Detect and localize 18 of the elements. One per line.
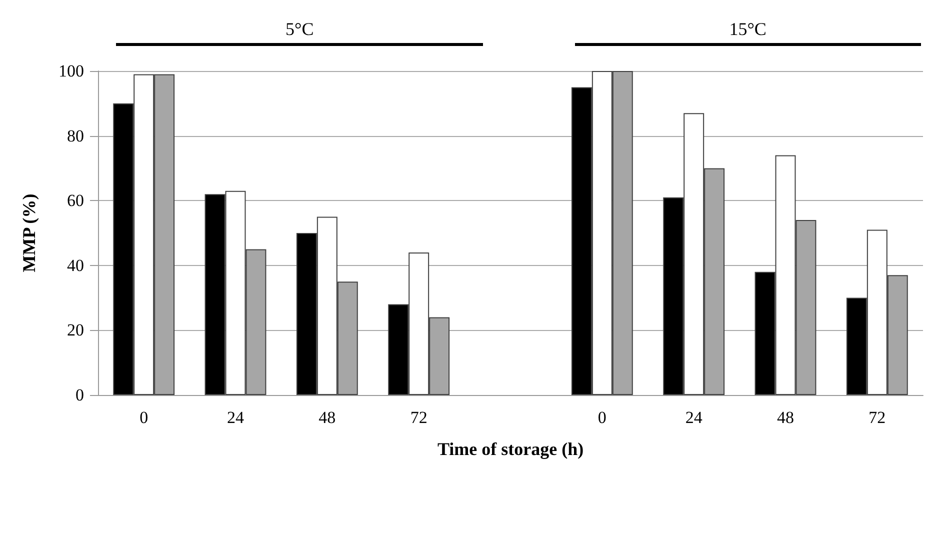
y-tick-label: 100 (58, 62, 84, 80)
x-tick-label: 48 (777, 408, 794, 427)
x-tick-label: 72 (868, 408, 886, 427)
y-tick-label: 40 (67, 256, 84, 275)
x-tick-label: 0 (140, 408, 148, 427)
text: 15°C (728, 19, 768, 40)
x-tick-label: 72 (410, 408, 428, 427)
x-tick-label: 48 (318, 408, 336, 427)
x-axis-title: Time of storage (h) (437, 439, 584, 459)
text: 5°C (284, 19, 315, 40)
x-tick-label: 24 (685, 408, 703, 427)
y-tick-label: 80 (67, 126, 84, 146)
x-tick-label: 0 (598, 408, 606, 427)
y-tick-label: 60 (67, 191, 84, 210)
y-tick-label: 20 (67, 320, 84, 340)
y-tick-label: 0 (76, 386, 84, 404)
x-tick-label: 24 (227, 408, 244, 427)
y-axis-title: MMP (%) (19, 194, 39, 272)
